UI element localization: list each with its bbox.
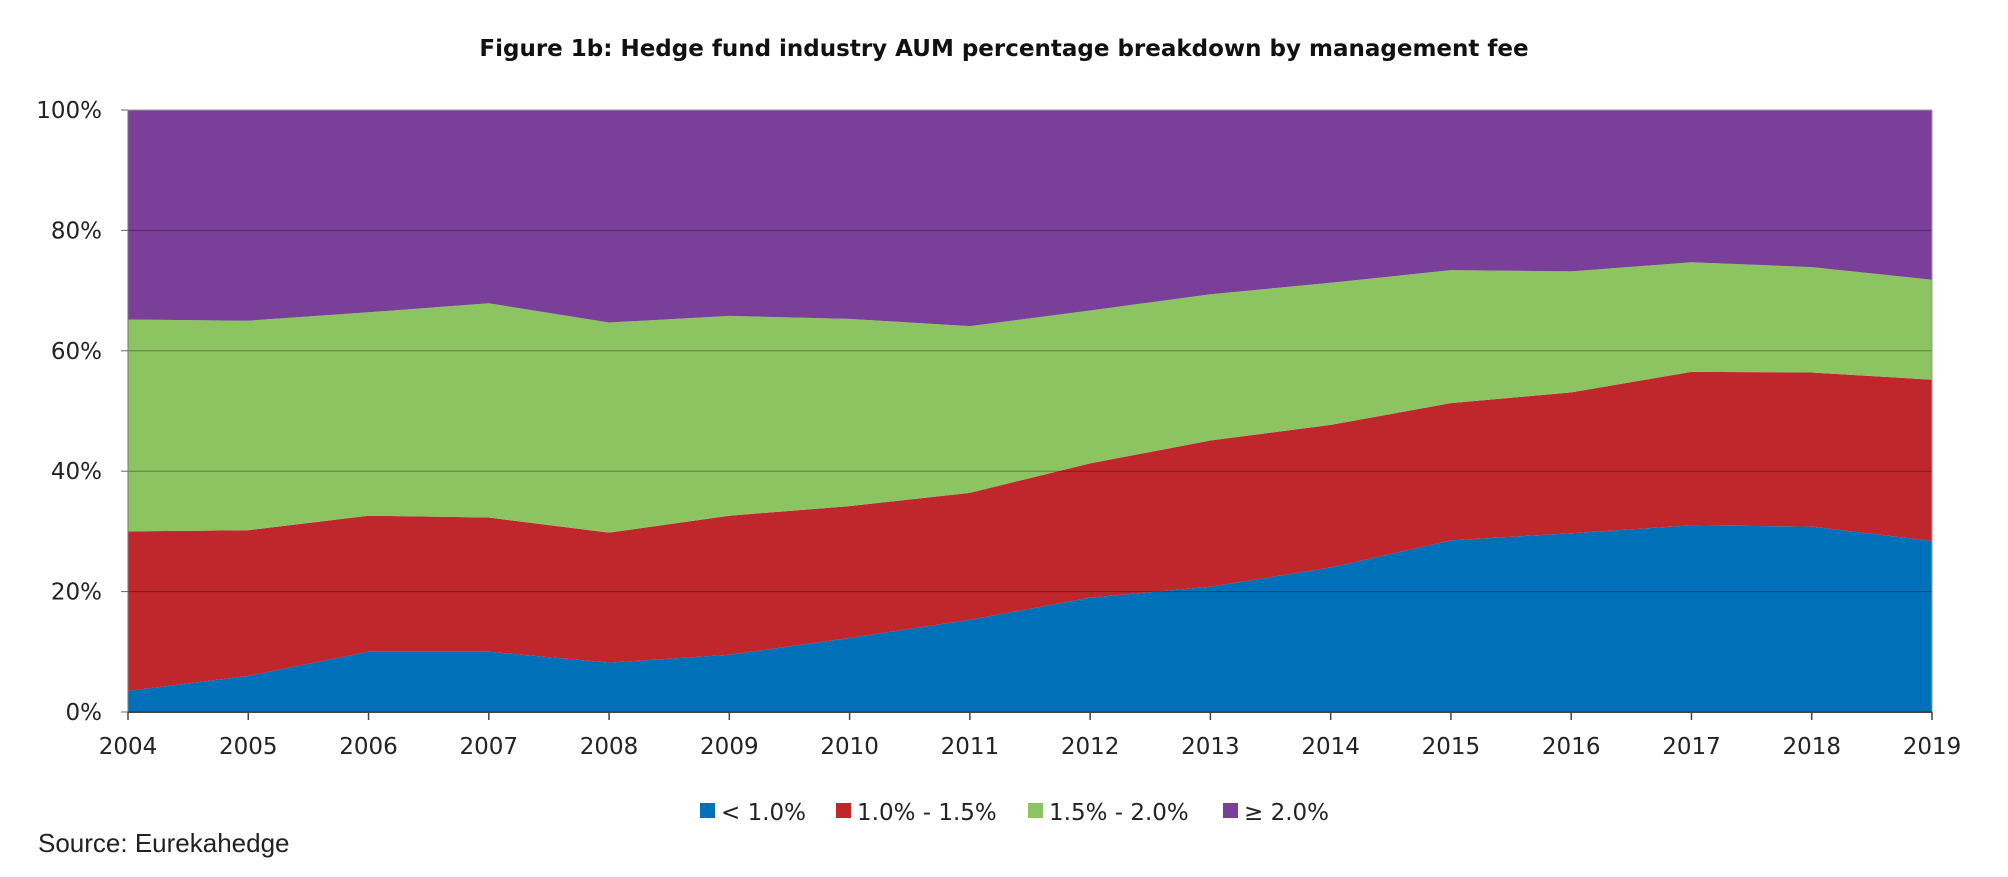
y-tick-label: 100%: [36, 98, 102, 124]
legend: < 1.0% 1.0% - 1.5% 1.5% - 2.0% ≥ 2.0%: [700, 800, 1329, 826]
y-axis-ticks: 0% 20% 40% 60% 80% 100%: [36, 98, 128, 726]
x-tick-label: 2012: [1061, 734, 1120, 760]
area-series-1: [128, 525, 1932, 712]
x-tick-label: 2010: [820, 734, 879, 760]
legend-label: 1.5% - 2.0%: [1049, 800, 1189, 826]
legend-swatch: [1028, 803, 1043, 818]
legend-label: ≥ 2.0%: [1244, 800, 1329, 826]
x-tick-label: 2007: [460, 734, 519, 760]
x-tick-label: 2019: [1903, 734, 1962, 760]
legend-swatch: [836, 803, 851, 818]
legend-swatch: [700, 803, 715, 818]
y-tick-label: 40%: [51, 459, 102, 485]
area-series-2: [128, 371, 1932, 691]
y-tick-label: 80%: [51, 218, 102, 244]
legend-label: < 1.0%: [721, 800, 806, 826]
axes: [127, 109, 1933, 713]
y-tick-label: 0%: [66, 700, 103, 726]
chart-title: Figure 1b: Hedge fund industry AUM perce…: [479, 36, 1528, 62]
x-tick-label: 2005: [219, 734, 278, 760]
x-tick-label: 2015: [1422, 734, 1481, 760]
x-tick-label: 2004: [99, 734, 158, 760]
gridlines: [128, 229, 1932, 593]
x-tick-label: 2018: [1782, 734, 1841, 760]
area-series-3: [128, 262, 1932, 533]
x-tick-label: 2013: [1181, 734, 1240, 760]
x-tick-label: 2008: [580, 734, 639, 760]
x-tick-label: 2009: [700, 734, 759, 760]
y-tick-label: 60%: [51, 339, 102, 365]
y-tick-label: 20%: [51, 580, 102, 606]
x-tick-label: 2011: [941, 734, 1000, 760]
legend-swatch: [1223, 803, 1238, 818]
x-axis-ticks: 2004 2005 2006 2007 2008 2009 2010 2011 2012 2013…: [99, 712, 1962, 760]
x-tick-label: 2017: [1662, 734, 1721, 760]
area-series-4: [128, 110, 1932, 327]
source-note: Source: Eurekahedge: [38, 828, 290, 858]
legend-label: 1.0% - 1.5%: [857, 800, 997, 826]
x-tick-label: 2016: [1542, 734, 1601, 760]
x-tick-label: 2006: [339, 734, 398, 760]
x-tick-label: 2014: [1301, 734, 1360, 760]
stacked-areas: [128, 110, 1932, 712]
